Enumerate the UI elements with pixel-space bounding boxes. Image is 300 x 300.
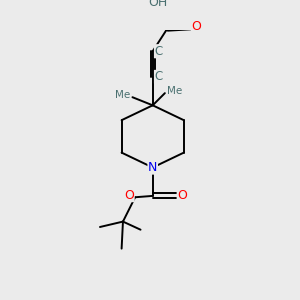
Text: C: C	[154, 70, 163, 83]
Text: O: O	[178, 189, 188, 203]
Text: Me: Me	[167, 86, 182, 96]
Text: C: C	[154, 45, 163, 58]
Text: OH: OH	[148, 0, 168, 9]
Text: O: O	[124, 189, 134, 202]
Text: Me: Me	[115, 90, 130, 100]
Text: N: N	[148, 161, 158, 174]
Text: O: O	[192, 20, 201, 33]
